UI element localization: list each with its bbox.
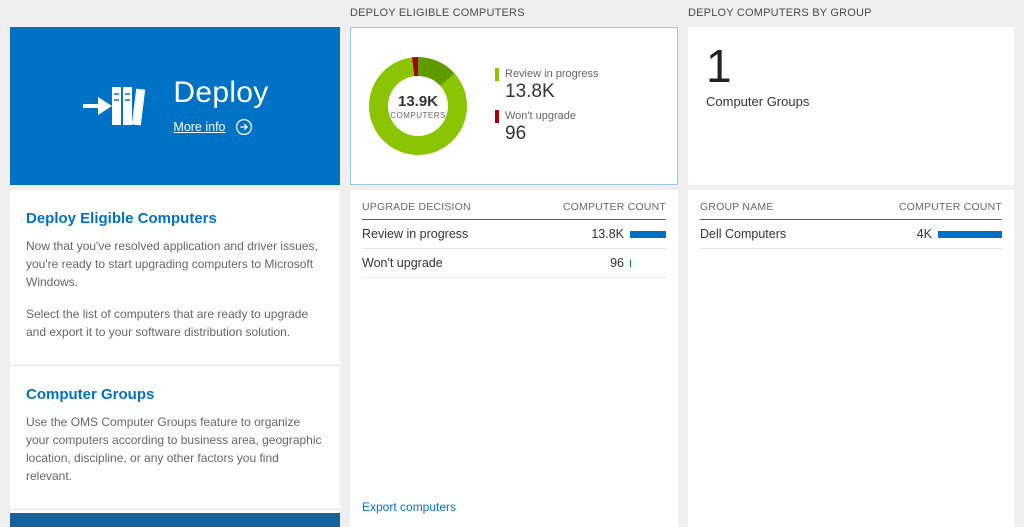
section-deploy-eligible: Deploy Eligible Computers Now that you'v… bbox=[10, 194, 340, 361]
count-bar-slot bbox=[630, 230, 666, 238]
row-count: 4K bbox=[916, 227, 932, 241]
table-row[interactable]: Review in progress 13.8K bbox=[362, 220, 666, 249]
column-header-computer-count: COMPUTER COUNT bbox=[898, 201, 1002, 213]
computer-groups-summary-card[interactable]: 1 Computer Groups bbox=[688, 27, 1014, 185]
right-column: DEPLOY COMPUTERS BY GROUP 1 Computer Gro… bbox=[688, 0, 1014, 527]
export-computers-link[interactable]: Export computers bbox=[362, 500, 457, 514]
legend-label: Won't upgrade bbox=[505, 110, 577, 122]
legend-color-swatch bbox=[495, 109, 499, 123]
right-column-header: DEPLOY COMPUTERS BY GROUP bbox=[688, 7, 872, 19]
column-header-computer-count: COMPUTER COUNT bbox=[562, 201, 666, 213]
deploy-tile-text: Deploy More info bbox=[173, 76, 268, 136]
left-header-spacer bbox=[10, 0, 340, 27]
section-heading: Deploy Eligible Computers bbox=[26, 209, 217, 227]
section-divider bbox=[10, 508, 340, 510]
count-bar-slot bbox=[938, 230, 1002, 238]
donut-legend: Review in progress 13.8K Won't upgrade 9… bbox=[495, 61, 599, 152]
arrow-circle-icon[interactable] bbox=[235, 118, 253, 136]
row-count: 13.8K bbox=[591, 227, 624, 241]
section-paragraph: Use the OMS Computer Groups feature to o… bbox=[26, 414, 322, 483]
left-description-panel: Deploy Eligible Computers Now that you'v… bbox=[10, 189, 340, 513]
tile-footer-strip bbox=[10, 513, 340, 527]
count-bar bbox=[630, 230, 666, 238]
legend-head: Won't upgrade bbox=[495, 109, 599, 123]
deploy-icon bbox=[81, 79, 147, 133]
donut-chart: 13.9K COMPUTERS bbox=[369, 57, 467, 155]
row-label: Review in progress bbox=[362, 227, 469, 241]
donut-center-value: 13.9K bbox=[397, 92, 439, 110]
table-header-row: UPGRADE DECISION COMPUTER COUNT bbox=[362, 190, 666, 220]
count-bar bbox=[630, 259, 632, 267]
count-bar bbox=[938, 230, 1002, 238]
left-column: Deploy More info Deploy Eligible C bbox=[10, 0, 340, 527]
donut-center-label: COMPUTERS bbox=[390, 110, 446, 120]
legend-value: 13.8K bbox=[505, 80, 555, 102]
tile-title: Deploy bbox=[173, 75, 269, 109]
middle-column-header: DEPLOY ELIGIBLE COMPUTERS bbox=[350, 7, 525, 19]
section-computer-groups: Computer Groups Use the OMS Computer Gro… bbox=[10, 370, 340, 505]
column-header-upgrade-decision: UPGRADE DECISION bbox=[362, 201, 471, 213]
legend-value: 96 bbox=[505, 122, 527, 144]
section-paragraph: Select the list of computers that are re… bbox=[26, 306, 309, 339]
section-paragraph: Now that you've resolved application and… bbox=[26, 238, 318, 289]
legend-head: Review in progress bbox=[495, 67, 599, 81]
upgrade-decision-table-panel: UPGRADE DECISION COMPUTER COUNT Review i… bbox=[350, 190, 678, 527]
group-count-value: 1 bbox=[706, 40, 732, 92]
group-count-label: Computer Groups bbox=[706, 93, 810, 109]
eligible-computers-chart-card[interactable]: 13.9K COMPUTERS Review in progress 13.8K… bbox=[350, 27, 678, 185]
more-info-link[interactable]: More info bbox=[173, 119, 226, 134]
group-table-panel: GROUP NAME COMPUTER COUNT Dell Computers… bbox=[688, 190, 1014, 527]
legend-color-swatch bbox=[495, 67, 499, 81]
count-bar-slot bbox=[630, 259, 666, 267]
deploy-tile-content: Deploy More info bbox=[81, 76, 268, 136]
legend-item-wont-upgrade: Won't upgrade 96 bbox=[495, 109, 599, 145]
column-header-group-name: GROUP NAME bbox=[700, 201, 774, 213]
row-label: Won't upgrade bbox=[362, 256, 443, 270]
row-count: 96 bbox=[610, 256, 624, 270]
donut-center: 13.9K COMPUTERS bbox=[388, 76, 448, 136]
section-divider bbox=[10, 364, 340, 366]
table-row[interactable]: Dell Computers 4K bbox=[700, 220, 1002, 249]
table-header-row: GROUP NAME COMPUTER COUNT bbox=[700, 190, 1002, 220]
legend-item-review-in-progress: Review in progress 13.8K bbox=[495, 67, 599, 103]
more-info-row: More info bbox=[173, 118, 268, 136]
legend-label: Review in progress bbox=[505, 68, 599, 81]
middle-column: DEPLOY ELIGIBLE COMPUTERS 13.9K COMPUTER… bbox=[350, 0, 678, 527]
row-label: Dell Computers bbox=[700, 227, 787, 241]
deploy-tile[interactable]: Deploy More info bbox=[10, 26, 340, 185]
section-heading: Computer Groups bbox=[26, 385, 155, 403]
table-row[interactable]: Won't upgrade 96 bbox=[362, 249, 666, 278]
